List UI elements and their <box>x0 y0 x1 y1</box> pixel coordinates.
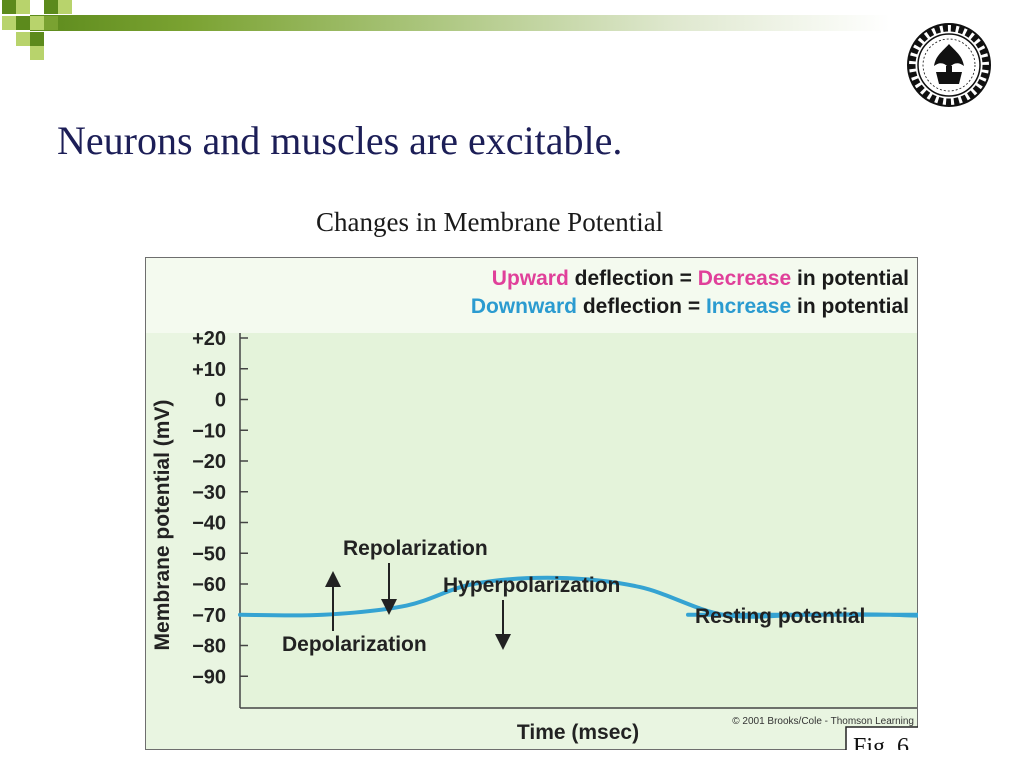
header-gradient-line <box>30 15 890 31</box>
curve-annotations: Repolarization Depolarization Hyperpolariz… <box>282 537 865 656</box>
fig-label: Fig. 6 <box>853 734 909 750</box>
plot-area <box>240 333 917 708</box>
university-seal-logo <box>906 22 992 108</box>
header-square <box>30 32 44 46</box>
legend-segment: Increase <box>706 295 791 318</box>
header-square <box>2 16 16 30</box>
legend-background <box>146 258 917 333</box>
legend-line-downward: Downward deflection = Increase in potent… <box>471 295 909 318</box>
header-square <box>16 32 30 46</box>
slide-title: Neurons and muscles are excitable. <box>57 118 623 163</box>
legend-segment: Upward <box>492 267 569 290</box>
membrane-potential-figure: Upward deflection = Decrease in potentia… <box>145 257 918 750</box>
y-tick-label: −20 <box>192 451 226 473</box>
annotation-label: Resting potential <box>695 605 865 628</box>
y-tick-label: −80 <box>192 636 226 658</box>
y-tick-label: −30 <box>192 482 226 504</box>
header-square <box>16 0 30 14</box>
y-axis-ticks: +20 +10 0 −10 −20 −30 −40 −50 −60 −70 −80 −90 <box>192 328 248 688</box>
legend-line-upward: Upward deflection = Decrease in potentia… <box>492 267 909 290</box>
legend-segment: in potential <box>791 267 909 290</box>
x-axis-label: Time (msec) <box>517 721 639 744</box>
y-tick-label: −10 <box>192 420 226 442</box>
membrane-potential-chart: Upward deflection = Decrease in potentia… <box>145 257 918 750</box>
annotation-label: Depolarization <box>282 633 427 656</box>
header-square <box>2 0 16 14</box>
header-square <box>44 0 58 14</box>
legend-segment: deflection = <box>569 267 698 290</box>
legend-segment: deflection = <box>577 295 706 318</box>
y-tick-label: 0 <box>215 390 226 412</box>
legend-segment: in potential <box>791 295 909 318</box>
copyright-credit: © 2001 Brooks/Cole - Thomson Learning <box>732 716 914 727</box>
y-tick-label: −50 <box>192 543 226 565</box>
y-tick-label: −60 <box>192 574 226 596</box>
header-square <box>30 46 44 60</box>
chart-title: Changes in Membrane Potential <box>316 207 664 237</box>
y-axis-label: Membrane potential (mV) <box>151 400 174 651</box>
membrane-potential-curve <box>238 575 918 619</box>
header-decoration <box>0 0 1024 64</box>
y-tick-label: +10 <box>192 359 226 381</box>
y-tick-label: +20 <box>192 328 226 350</box>
legend-segment: Decrease <box>698 267 791 290</box>
header-square <box>58 0 72 14</box>
annotation-label: Hyperpolarization <box>443 574 620 597</box>
header-square <box>16 16 30 30</box>
y-tick-label: −40 <box>192 513 226 535</box>
header-square <box>44 16 58 30</box>
legend-segment: Downward <box>471 295 577 318</box>
y-tick-label: −70 <box>192 605 226 627</box>
annotation-label: Repolarization <box>343 537 488 560</box>
header-square <box>30 16 44 30</box>
fig-label-box <box>845 726 918 750</box>
y-tick-label: −90 <box>192 666 226 688</box>
